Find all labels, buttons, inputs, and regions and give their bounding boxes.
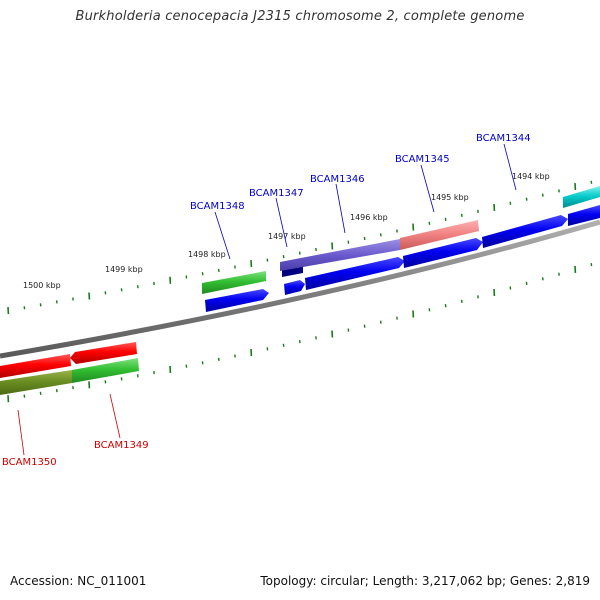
kbp-label-1497: 1497 kbp bbox=[268, 232, 306, 241]
gene-label-1349[interactable]: BCAM1349 bbox=[94, 440, 149, 451]
gene-arrow-1346[interactable] bbox=[305, 257, 405, 290]
kbp-label-1500: 1500 kbp bbox=[23, 281, 61, 290]
map-title: Burkholderia cenocepacia J2315 chromosom… bbox=[75, 9, 525, 24]
kbp-label-1496: 1496 kbp bbox=[350, 213, 388, 222]
kbp-label-1495: 1495 kbp bbox=[431, 193, 469, 202]
callout-line-1347 bbox=[275, 197, 288, 248]
kbp-label-1494: 1494 kbp bbox=[512, 172, 550, 181]
accession-text: Accession: NC_011001 bbox=[10, 574, 147, 588]
feature-pink-1345[interactable] bbox=[400, 220, 479, 250]
gene-label-1350[interactable]: BCAM1350 bbox=[2, 457, 57, 468]
feature-navy-1347[interactable] bbox=[282, 266, 303, 277]
kbp-label-1499: 1499 kbp bbox=[105, 265, 143, 274]
gene-label-1347[interactable]: BCAM1347 bbox=[249, 188, 304, 199]
feature-green-1348[interactable] bbox=[202, 271, 266, 294]
gene-arrow-1343[interactable] bbox=[568, 205, 600, 226]
topology-text: Topology: circular; Length: 3,217,062 bp… bbox=[260, 574, 590, 588]
kbp-label-1498: 1498 kbp bbox=[188, 250, 226, 259]
gene-label-1346[interactable]: BCAM1346 bbox=[310, 174, 365, 185]
genome-backbone bbox=[0, 219, 600, 359]
gene-label-1344[interactable]: BCAM1344 bbox=[476, 133, 531, 144]
gene-label-1345[interactable]: BCAM1345 bbox=[395, 154, 450, 165]
ticks-lower-row bbox=[7, 263, 593, 403]
gene-arrow-1344[interactable] bbox=[482, 215, 568, 248]
callout-line-1349 bbox=[109, 393, 121, 439]
gene-arrow-1349[interactable] bbox=[70, 342, 137, 364]
ticks-upper-row bbox=[7, 180, 593, 315]
callout-line-1350 bbox=[17, 409, 25, 456]
feature-purple-1346[interactable] bbox=[280, 239, 400, 271]
callout-line-1348 bbox=[214, 211, 231, 260]
callout-line-1345 bbox=[420, 164, 435, 213]
feature-cyan-1344[interactable] bbox=[563, 186, 600, 208]
gene-arrow-1348[interactable] bbox=[205, 289, 269, 312]
callout-line-1346 bbox=[335, 183, 346, 234]
gene-arrow-1350[interactable] bbox=[0, 354, 71, 378]
callout-line-1344 bbox=[503, 143, 517, 191]
gene-label-1348[interactable]: BCAM1348 bbox=[190, 201, 245, 212]
gene-arrow-1347[interactable] bbox=[284, 280, 305, 295]
feature-olive-1350[interactable] bbox=[0, 370, 72, 395]
gene-arrow-1345[interactable] bbox=[403, 238, 483, 268]
feature-green-1349[interactable] bbox=[72, 358, 139, 383]
